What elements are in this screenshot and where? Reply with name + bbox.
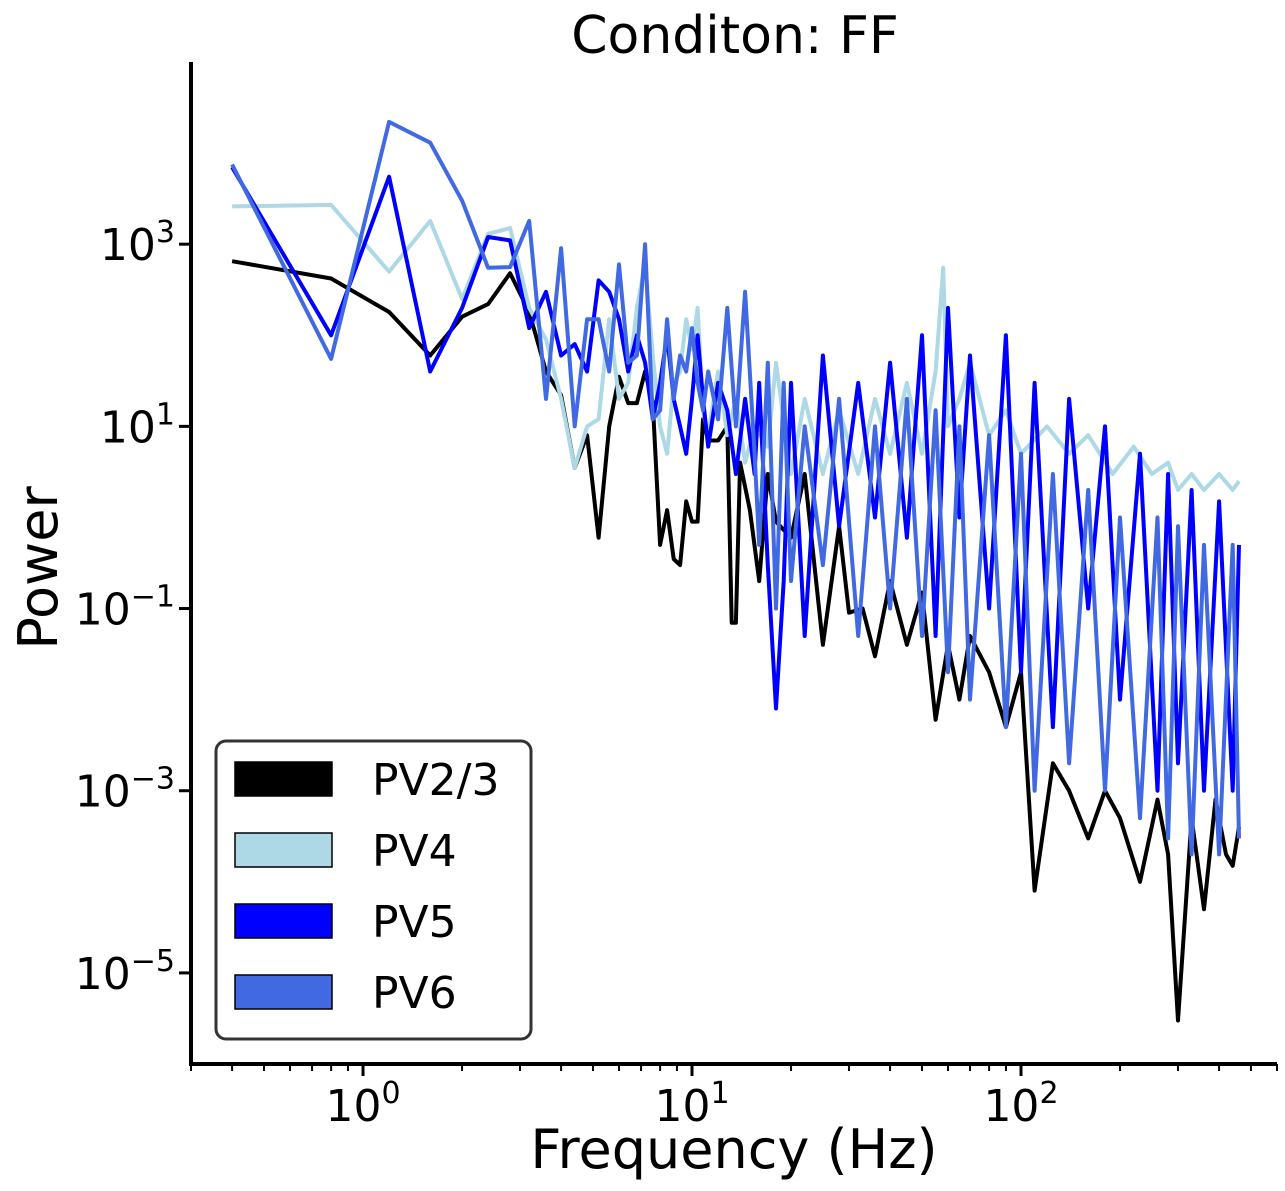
legend-label: PV2/3 [372, 755, 499, 806]
legend-label: PV5 [372, 897, 457, 948]
y-tick-base: 10 [75, 767, 131, 818]
y-tick-label: 103 [100, 215, 175, 271]
y-tick-base: 10 [100, 220, 156, 271]
x-tick-label: 100 [325, 1076, 400, 1132]
legend-label: PV4 [372, 826, 457, 877]
series-line-pv6 [230, 119, 1241, 857]
plot-lines [230, 119, 1241, 1023]
x-ticks: 100 101 102 [190, 1064, 1278, 1132]
y-tick-label: 10−1 [75, 580, 175, 636]
y-tick-base: 10 [100, 402, 156, 453]
x-tick-exponent: 0 [381, 1076, 400, 1111]
y-tick-label: 10−3 [75, 762, 175, 818]
legend-swatch [234, 974, 333, 1010]
y-tick-base: 10 [75, 949, 131, 1000]
y-tick-exponent: −1 [131, 580, 175, 615]
y-tick-exponent: −3 [131, 762, 175, 797]
y-axis-title: Power [7, 486, 70, 650]
legend-swatch [234, 903, 333, 939]
x-tick-base: 10 [983, 1081, 1039, 1132]
x-tick-exponent: 2 [1039, 1076, 1058, 1111]
legend-swatch [234, 832, 333, 868]
x-tick-label: 101 [654, 1076, 729, 1132]
x-tick-label: 102 [983, 1076, 1058, 1132]
series-line-pv2-3 [231, 259, 1241, 1023]
legend-label: PV6 [372, 968, 457, 1019]
x-tick-base: 10 [325, 1081, 381, 1132]
legend: PV2/3 PV4 PV5 PV6 [214, 739, 533, 1041]
series-line-pv5 [230, 166, 1241, 793]
y-tick-label: 10−5 [75, 944, 175, 1000]
y-tick-exponent: 3 [156, 215, 175, 250]
x-tick-base: 10 [654, 1081, 710, 1132]
legend-frame [214, 739, 533, 1041]
x-axis-title: Frequency (Hz) [530, 1118, 937, 1181]
x-tick-exponent: 1 [710, 1076, 729, 1111]
y-tick-label: 101 [100, 397, 175, 453]
series-line-pv4 [232, 202, 1241, 492]
chart-title: Conditon: FF [571, 6, 899, 66]
y-tick-exponent: 1 [156, 397, 175, 432]
y-tick-base: 10 [75, 585, 131, 636]
y-tick-exponent: −5 [131, 944, 175, 979]
legend-swatch [234, 761, 333, 797]
